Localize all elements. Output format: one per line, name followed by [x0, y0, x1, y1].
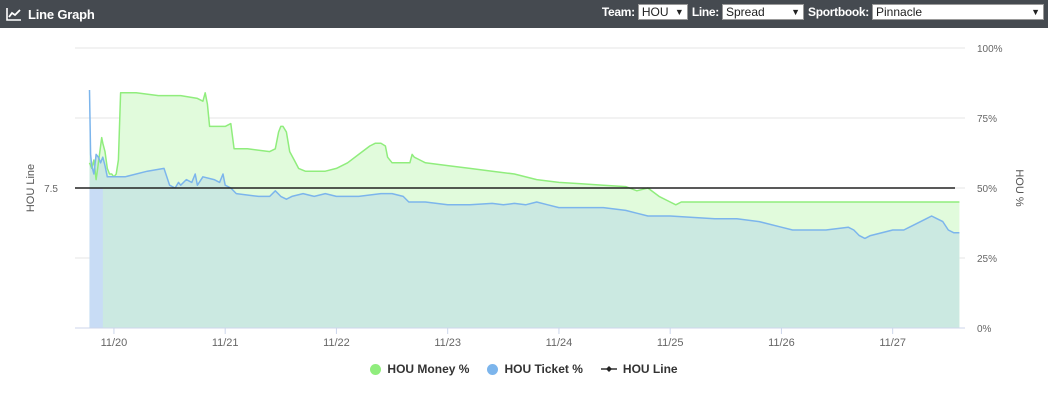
filter-controls: Team: HOU ▼ Line: Spread ▼ Sportbook: Pi… [602, 4, 1044, 20]
ticket-area [89, 90, 960, 328]
y-left-tick-label: 7.5 [44, 184, 58, 195]
y-right-tick-label: 25% [977, 254, 997, 265]
legend-ticket-dot-icon [487, 363, 499, 375]
legend-money-label: HOU Money % [387, 362, 470, 376]
x-tick-label: 11/22 [323, 337, 350, 349]
line-select-value: Spread [726, 5, 765, 19]
legend-item-money[interactable]: HOU Money % [370, 362, 469, 376]
y-left-axis-title: HOU Line [25, 164, 37, 212]
line-chart-icon [6, 8, 21, 21]
x-tick-label: 11/25 [657, 337, 684, 349]
y-right-tick-label: 0% [977, 324, 992, 335]
money-line [88, 92, 960, 206]
legend-item-line[interactable]: HOU Line [600, 362, 678, 376]
x-tick-label: 11/26 [768, 337, 795, 349]
ticket-line [88, 89, 960, 240]
chart-legend: HOU Money % HOU Ticket % HOU Line [0, 362, 1048, 376]
series-lines [75, 89, 960, 240]
line-graph-chart: 0% 25% 50% 75% 100% 7.5 HOU Line HOU % 11/20 11/2… [25, 44, 1025, 349]
title-group: Line Graph [6, 4, 95, 24]
team-label: Team: [601, 5, 635, 19]
team-select[interactable]: HOU ▼ [637, 4, 688, 20]
sportsbook-label: Sportbook: [808, 5, 869, 19]
legend-line-marker-icon [600, 366, 617, 372]
sportsbook-select[interactable]: Pinnacle ▼ [872, 4, 1044, 20]
legend-ticket-label: HOU Ticket % [504, 362, 583, 376]
y-right-tick-label: 75% [977, 114, 997, 125]
x-tick-label: 11/21 [212, 337, 239, 349]
x-tick-label: 11/24 [546, 337, 573, 349]
ticket-start-band [89, 188, 103, 328]
legend-line-label: HOU Line [622, 362, 678, 376]
chevron-down-icon: ▼ [674, 7, 684, 17]
y-right-tick-label: 100% [977, 44, 1003, 55]
x-tick-label: 11/23 [434, 337, 461, 349]
team-select-value: HOU [641, 5, 669, 19]
axes: 0% 25% 50% 75% 100% 7.5 HOU Line HOU % 11/20 11/2… [25, 44, 1025, 349]
chart-header: Line Graph Team: HOU ▼ Line: Spread ▼ Sp… [0, 0, 1048, 28]
y-right-axis-title: HOU % [1013, 169, 1025, 207]
y-right-tick-label: 50% [977, 184, 997, 195]
series-areas [89, 90, 960, 328]
legend-item-ticket[interactable]: HOU Ticket % [487, 362, 583, 376]
chevron-down-icon: ▼ [791, 7, 800, 17]
x-tick-label: 11/20 [101, 337, 128, 349]
line-label: Line: [691, 5, 719, 19]
page-title: Line Graph [28, 6, 95, 22]
x-tick-label: 11/27 [879, 337, 906, 349]
chevron-down-icon: ▼ [1031, 7, 1040, 17]
legend-money-dot-icon [370, 363, 382, 375]
sportsbook-select-value: Pinnacle [876, 5, 923, 19]
line-select[interactable]: Spread ▼ [722, 4, 804, 20]
